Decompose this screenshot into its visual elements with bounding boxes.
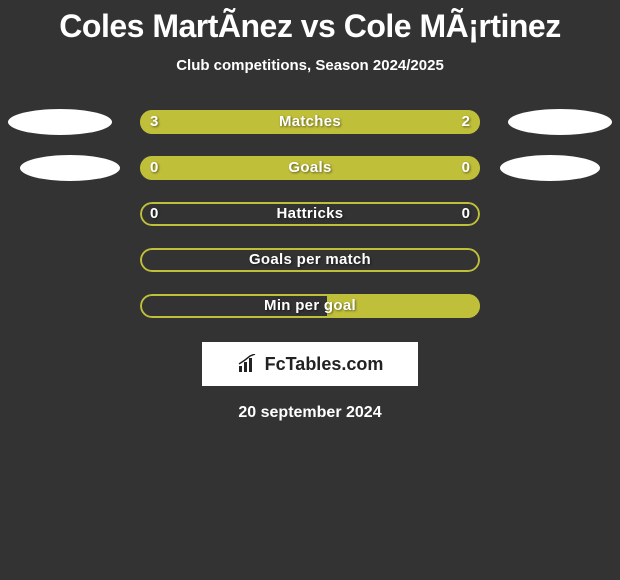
stat-value-right: 0 (462, 202, 470, 226)
stat-label: Goals (140, 156, 480, 180)
stat-row: Matches3 2 (0, 110, 620, 138)
brand-logo: FcTables.com (202, 342, 418, 386)
brand-logo-text: FcTables.com (237, 354, 384, 375)
stat-bar: Matches3 2 (140, 110, 480, 134)
stat-value-left: 0 (150, 202, 158, 226)
stat-row: Min per goal (0, 294, 620, 322)
side-ellipse-left (20, 155, 120, 181)
stat-value-right: 2 (462, 110, 470, 134)
chart-icon (237, 354, 261, 374)
stat-bar: Goals0 0 (140, 156, 480, 180)
stat-row: Goals0 0 (0, 156, 620, 184)
stat-row: Hattricks0 0 (0, 202, 620, 230)
stat-value-left: 0 (150, 156, 158, 180)
page-subtitle: Club competitions, Season 2024/2025 (0, 57, 620, 74)
stat-bar: Hattricks0 0 (140, 202, 480, 226)
page-title: Coles MartÃnez vs Cole MÃ¡rtinez (0, 0, 620, 45)
stat-value-left: 3 (150, 110, 158, 134)
stat-label: Min per goal (140, 294, 480, 318)
stat-bar: Goals per match (140, 248, 480, 272)
stat-label: Hattricks (140, 202, 480, 226)
stat-label: Matches (140, 110, 480, 134)
stat-value-right: 0 (462, 156, 470, 180)
brand-name: FcTables.com (265, 354, 384, 375)
side-ellipse-right (508, 109, 612, 135)
side-ellipse-right (500, 155, 600, 181)
side-ellipse-left (8, 109, 112, 135)
footer-date: 20 september 2024 (0, 404, 620, 422)
stat-bar: Min per goal (140, 294, 480, 318)
stats-area: Matches32Goals00Hattricks00Goals per mat… (0, 110, 620, 322)
stat-label: Goals per match (140, 248, 480, 272)
stat-row: Goals per match (0, 248, 620, 276)
